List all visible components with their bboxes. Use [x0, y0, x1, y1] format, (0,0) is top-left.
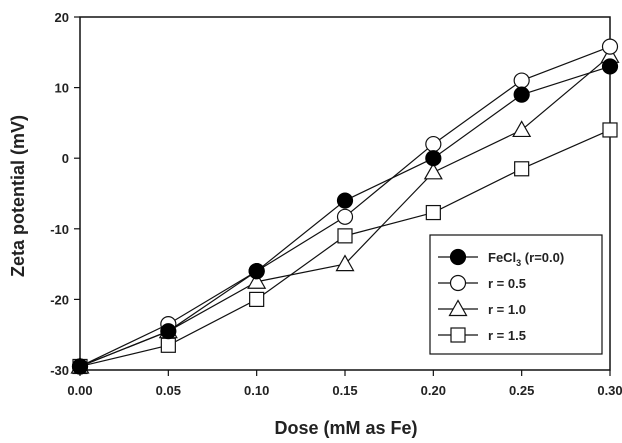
legend-label-suffix: (r=0.0) — [521, 250, 564, 265]
x-tick-label: 0.20 — [421, 383, 446, 398]
data-point — [602, 122, 618, 138]
data-point — [160, 337, 176, 353]
legend-marker — [449, 274, 467, 292]
x-tick-label: 0.30 — [597, 383, 622, 398]
legend: FeCl3 (r=0.0) r = 0.5 r = 1.0 r = 1.5 — [429, 234, 603, 355]
x-tick-label: 0.15 — [332, 383, 357, 398]
plot-area: 0.00 0.05 0.10 0.15 0.20 0.25 0.30 -30 -20 -10 0 10… — [50, 10, 622, 398]
legend-label-main: r = 1.5 — [488, 328, 526, 343]
x-axis-title: Dose (mM as Fe) — [274, 418, 417, 438]
legend-label: FeCl3 (r=0.0) — [488, 250, 564, 268]
data-point — [335, 254, 355, 272]
legend-label-subscript: 3 — [516, 258, 521, 268]
legend-label-main: r = 1.0 — [488, 302, 526, 317]
legend-marker — [449, 248, 467, 266]
data-point — [336, 208, 354, 225]
data-point — [247, 272, 267, 289]
data-point — [512, 120, 532, 138]
series-1-markers — [71, 58, 619, 375]
y-tick-label: -30 — [50, 363, 69, 378]
data-point — [513, 86, 530, 103]
y-tick-label: -20 — [50, 292, 69, 307]
legend-label-main: r = 0.5 — [488, 276, 526, 291]
data-point — [514, 161, 530, 177]
data-point — [160, 323, 177, 340]
x-tick-label: 0.10 — [244, 383, 269, 398]
y-tick-label: 0 — [62, 151, 69, 166]
data-point — [423, 162, 443, 180]
data-point — [425, 204, 441, 221]
y-tick-label: 10 — [55, 81, 69, 96]
y-tick-label: 20 — [55, 10, 69, 25]
legend-label: r = 1.5 — [488, 328, 526, 343]
data-point — [601, 58, 619, 75]
data-point — [601, 38, 619, 55]
legend-label-main: FeCl — [488, 250, 516, 265]
legend-marker — [448, 299, 468, 317]
data-point — [71, 358, 89, 375]
x-tick-label: 0.00 — [67, 383, 92, 398]
data-point — [336, 192, 354, 209]
y-tick-label: -10 — [50, 222, 69, 237]
legend-label: r = 1.0 — [488, 302, 526, 317]
data-point — [425, 135, 442, 153]
data-point — [513, 72, 530, 89]
x-tick-label: 0.05 — [156, 383, 181, 398]
data-point — [337, 228, 353, 244]
series-layer — [70, 38, 620, 375]
y-axis-title: Zeta potential (mV) — [8, 115, 28, 277]
legend-label: r = 0.5 — [488, 276, 526, 291]
data-point — [249, 291, 265, 307]
data-point — [425, 150, 442, 167]
x-tick-label: 0.25 — [509, 383, 534, 398]
data-point — [248, 263, 265, 280]
legend-marker — [450, 327, 466, 343]
